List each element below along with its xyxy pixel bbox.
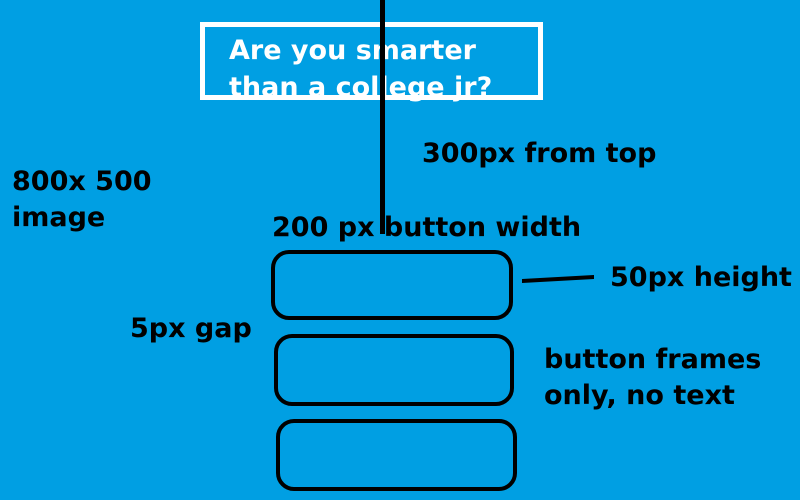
button-frame-3[interactable] (276, 419, 517, 491)
height-pointer-line (522, 275, 594, 283)
button-frames-note: button frames only, no text (544, 344, 762, 411)
button-gap-label: 5px gap (130, 313, 252, 344)
button-frame-1[interactable] (271, 250, 513, 320)
button-width-label: 200 px button width (272, 212, 582, 243)
button-height-label: 50px height (610, 262, 792, 293)
title-text: Are you smarter than a college jr? (229, 35, 493, 103)
distance-from-top-label: 300px from top (422, 138, 657, 169)
image-size-label: 800x 500 image (12, 166, 152, 233)
button-frame-2[interactable] (274, 334, 514, 406)
vertical-guide-line (380, 0, 385, 234)
title-box (200, 22, 543, 100)
